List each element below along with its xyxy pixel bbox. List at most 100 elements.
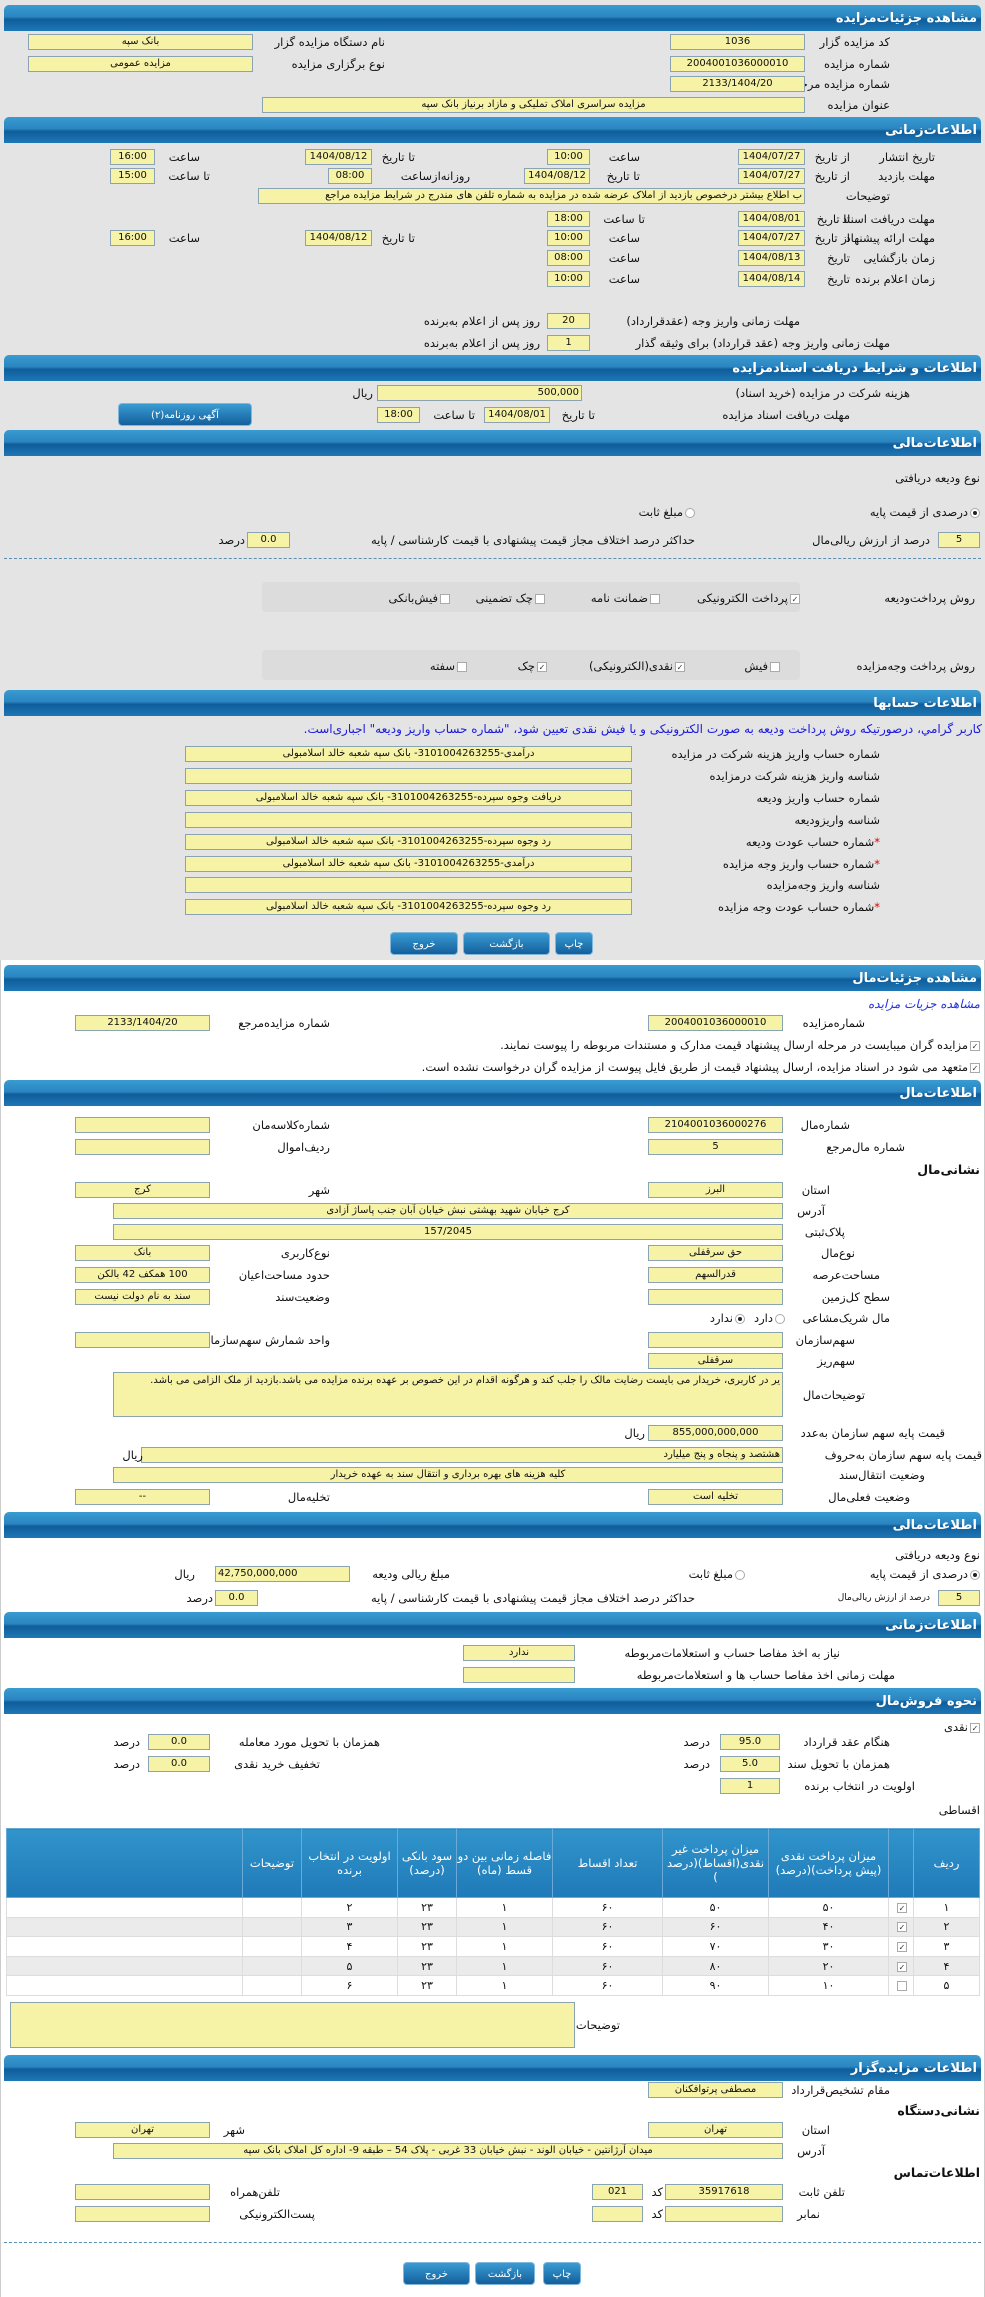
checkbox-icon[interactable]: ✓ <box>537 661 547 672</box>
pay2-days-field[interactable]: 1 <box>547 335 590 351</box>
visit-to-field[interactable]: 1404/08/12 <box>524 168 590 184</box>
exit-button[interactable]: خروج <box>403 2262 470 2285</box>
offer-from-field[interactable]: 1404/07/27 <box>738 230 805 246</box>
price-num-field[interactable]: 855,000,000,000 <box>648 1425 783 1441</box>
contract-field[interactable]: 95.0 <box>720 1734 780 1750</box>
publish-from-field[interactable]: 1404/07/27 <box>738 149 805 165</box>
delivery-field[interactable]: 0.0 <box>148 1734 210 1750</box>
row-select-cell[interactable] <box>888 1975 914 1996</box>
current-field[interactable]: تخلیه است <box>648 1489 783 1505</box>
radio-fixed[interactable]: مبلغ ثابت <box>689 1566 745 1582</box>
radio-icon[interactable] <box>685 507 695 518</box>
property-notes-textarea[interactable]: یر در کاربری، خریدار می بایست رضایت مالک… <box>113 1372 783 1417</box>
account-field[interactable]: درآمدی-3101004263255- بانک سپه شعبه خالد… <box>185 856 632 872</box>
no-field[interactable]: 2104001036000276 <box>648 1117 783 1133</box>
fax-field[interactable] <box>665 2206 783 2222</box>
number-field[interactable]: 2004001036000010 <box>670 56 805 72</box>
radio-percent[interactable]: درصدی از قیمت پایه <box>870 504 980 520</box>
radio-icon[interactable] <box>735 1569 745 1580</box>
radio-shared-yes[interactable]: دارد <box>754 1310 785 1326</box>
building-area-field[interactable]: 100 همکف 42 بالکن <box>75 1267 210 1283</box>
visit-from-field[interactable]: 1404/07/27 <box>738 168 805 184</box>
winner-time-field[interactable]: 10:00 <box>547 271 590 287</box>
deposit-amount-field[interactable]: 42,750,000,000 <box>215 1566 350 1582</box>
row-select-cell[interactable]: ✓ <box>888 1897 914 1918</box>
share-detail-field[interactable]: سرقفلی <box>648 1353 783 1369</box>
radio-icon[interactable] <box>970 507 980 518</box>
checkbox-icon[interactable]: ✓ <box>970 1722 980 1733</box>
visit-daily-from-field[interactable]: 08:00 <box>328 168 372 184</box>
checkbox-icon[interactable]: ✓ <box>790 593 800 604</box>
phone-code-field[interactable]: 021 <box>592 2184 643 2200</box>
row-field[interactable] <box>75 1139 210 1155</box>
ref-field[interactable]: 5 <box>648 1139 783 1155</box>
city-field[interactable]: کرج <box>75 1182 210 1198</box>
deposit-method-bank-slip[interactable]: فیش‌بانکی <box>389 590 450 606</box>
deposit-method-cheque[interactable]: چک تضمینی <box>476 590 545 606</box>
radio-percent[interactable]: درصدی از قیمت پایه <box>870 1566 980 1582</box>
docs-to-time-field[interactable]: 18:00 <box>547 211 590 227</box>
row-select-cell[interactable]: ✓ <box>888 1955 914 1977</box>
title-field[interactable]: مزایده سراسری املاک تملیکی و مازاد برنیا… <box>262 97 805 113</box>
offer-to-time-field[interactable]: 16:00 <box>110 230 155 246</box>
row-select-cell[interactable]: ✓ <box>888 1916 914 1938</box>
docs-time-field[interactable]: 18:00 <box>377 407 420 423</box>
max-diff-field[interactable]: 0.0 <box>215 1590 258 1606</box>
priority-field[interactable]: 1 <box>720 1778 780 1794</box>
time-notes-field[interactable]: ب اطلاع بیشتر درخصوص بازدید از املاک عرض… <box>258 188 805 204</box>
deed-status-field[interactable]: سند به نام دولت نیست <box>75 1289 210 1305</box>
evac-field[interactable]: -- <box>75 1489 210 1505</box>
type-field[interactable]: مزایده عمومی <box>28 56 253 72</box>
publish-to-time-field[interactable]: 16:00 <box>110 149 155 165</box>
docs-to-field[interactable]: 1404/08/01 <box>738 211 805 227</box>
checkbox-icon[interactable] <box>650 593 660 604</box>
code-field[interactable]: 1036 <box>670 34 805 50</box>
checkbox-icon[interactable]: ✓ <box>897 1922 907 1933</box>
checkbox-icon[interactable]: ✓ <box>970 1040 980 1051</box>
account-field[interactable]: دریافت وجوه سپرده-3101004263255- بانک سپ… <box>185 790 632 806</box>
account-field[interactable]: رد وجوه سپرده-3101004263255- بانک سپه شع… <box>185 899 632 915</box>
price-words-field[interactable]: هشتصد و پنجاه و پنج میلیارد <box>141 1447 783 1463</box>
visit-to-time-field[interactable]: 15:00 <box>110 168 155 184</box>
checkbox-icon[interactable]: ✓ <box>897 1961 907 1972</box>
plate-field[interactable]: 157/2045 <box>113 1224 783 1240</box>
percent-field[interactable]: 5 <box>938 1590 980 1606</box>
payment-method-slip[interactable]: فیش <box>744 658 780 674</box>
discount-field[interactable]: 0.0 <box>148 1756 210 1772</box>
address-field[interactable]: میدان آرژانتین - خیابان الوند - نبش خیاب… <box>113 2143 783 2159</box>
checkbox-icon[interactable] <box>457 661 467 672</box>
pay-days-field[interactable]: 20 <box>547 313 590 329</box>
payment-method-cash[interactable]: ✓نقدی(الکترونیکی) <box>589 658 685 674</box>
kind-field[interactable]: حق سرقفلی <box>648 1245 783 1261</box>
deposit-method-guarantee[interactable]: ضمانت نامه <box>591 590 660 606</box>
land-area-field[interactable]: قدرالسهم <box>648 1267 783 1283</box>
email-field[interactable] <box>75 2206 210 2222</box>
phone-field[interactable]: 35917618 <box>665 2184 783 2200</box>
checkbox-icon[interactable] <box>770 661 780 672</box>
winner-date-field[interactable]: 1404/08/14 <box>738 271 805 287</box>
sale-notes-textarea[interactable] <box>10 2002 575 2048</box>
checkbox-icon[interactable]: ✓ <box>970 1062 980 1073</box>
checkbox-icon[interactable]: ✓ <box>897 1902 907 1913</box>
total-land-field[interactable] <box>648 1289 783 1305</box>
city-field[interactable]: تهران <box>75 2122 210 2138</box>
share-unit-field[interactable] <box>75 1332 210 1348</box>
class-field[interactable] <box>75 1117 210 1133</box>
checkbox-icon[interactable] <box>897 1981 907 1992</box>
attachments-check[interactable]: ✓مزایده گران میبایست در مرحله ارسال پیشن… <box>500 1037 980 1053</box>
checkbox-icon[interactable]: ✓ <box>675 661 685 672</box>
mobile-field[interactable] <box>75 2184 210 2200</box>
commitment-check[interactable]: ✓متعهد می شود در اسناد مزایده، ارسال پیش… <box>422 1059 980 1075</box>
province-field[interactable]: البرز <box>648 1182 783 1198</box>
auction-no-field[interactable]: 2004001036000010 <box>648 1015 783 1031</box>
fee-field[interactable]: 500,000 <box>377 385 582 401</box>
transfer-field[interactable]: کلیه هزینه های بهره برداری و انتقال سند … <box>113 1467 783 1483</box>
cash-check[interactable]: ✓نقدی <box>944 1719 980 1735</box>
percent-field[interactable]: 5 <box>938 532 980 548</box>
account-field[interactable] <box>185 877 632 893</box>
auction-details-link[interactable]: مشاهده جزیات مزایده <box>868 997 980 1011</box>
deposit-method-electronic[interactable]: ✓پرداخت الکترونیکی <box>697 590 800 606</box>
clearance-deadline-field[interactable] <box>463 1667 575 1683</box>
checkbox-icon[interactable] <box>535 593 545 604</box>
account-field[interactable]: درآمدی-3101004263255- بانک سپه شعبه خالد… <box>185 746 632 762</box>
